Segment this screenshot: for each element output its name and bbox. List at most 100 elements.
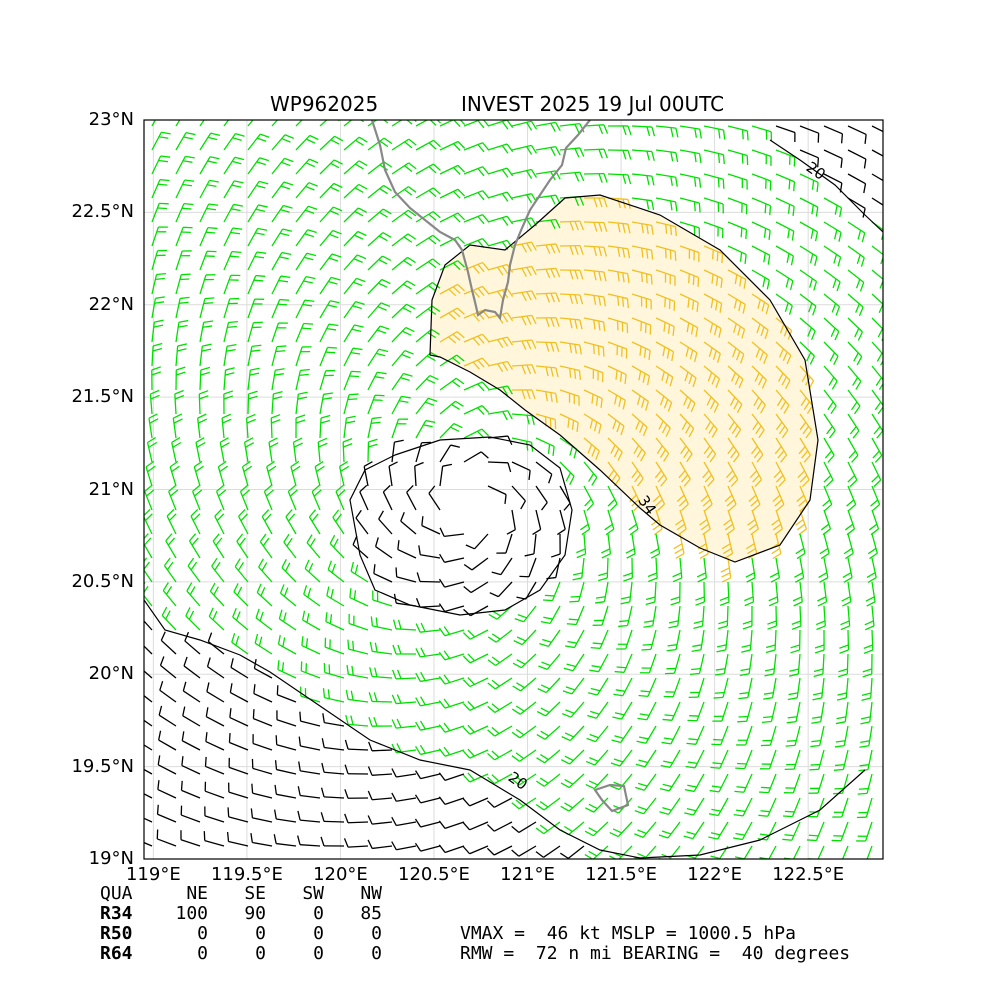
barb-feather	[728, 421, 735, 431]
barb-feather	[329, 534, 336, 544]
barb-feather	[487, 636, 497, 643]
barb-shaft	[799, 341, 815, 357]
wind-barb	[822, 485, 833, 512]
barb-feather	[719, 596, 729, 602]
barb-feather	[477, 359, 485, 368]
wind-barb	[206, 682, 225, 703]
wind-barb	[415, 397, 438, 415]
barb-shaft	[145, 466, 153, 487]
wind-barb	[745, 557, 756, 583]
wind-barb	[234, 558, 249, 583]
barb-shaft	[771, 677, 777, 698]
barb-shaft	[252, 792, 273, 799]
barb-shaft	[487, 191, 508, 199]
barb-shaft	[487, 239, 508, 247]
barb-shaft	[276, 793, 297, 799]
barb-feather	[640, 452, 646, 462]
wind-barb	[276, 685, 297, 703]
barb-feather	[467, 629, 476, 638]
barb-feather	[684, 812, 694, 816]
barb-feather	[738, 715, 749, 718]
barb-feather	[191, 537, 199, 546]
barb-feather	[810, 763, 821, 766]
barb-shaft	[847, 437, 859, 456]
barb-shaft	[228, 791, 249, 799]
wind-barb	[204, 756, 225, 775]
barb-feather	[786, 355, 792, 365]
barb-shaft	[572, 653, 585, 672]
barb-shaft	[175, 203, 185, 223]
barb-shaft	[847, 197, 866, 209]
barb-feather	[299, 373, 309, 377]
barb-feather	[742, 625, 753, 630]
barb-feather	[861, 697, 871, 702]
barb-feather	[277, 660, 280, 670]
barb-feather	[872, 503, 881, 512]
barb-feather	[272, 396, 283, 400]
wind-barb	[834, 725, 849, 748]
barb-feather	[158, 136, 169, 139]
wind-barb	[643, 605, 657, 628]
barb-shaft	[648, 653, 657, 674]
barb-feather	[330, 186, 340, 192]
wind-barb	[775, 197, 795, 216]
barb-feather	[662, 783, 673, 788]
barb-feather	[248, 390, 258, 395]
barb-shaft	[823, 581, 828, 602]
barb-shaft	[749, 629, 753, 650]
barb-feather	[550, 244, 556, 254]
barb-feather	[825, 479, 834, 488]
barb-shaft	[751, 221, 771, 232]
barb-feather	[735, 832, 745, 836]
wind-barb	[243, 437, 255, 463]
barb-shaft	[419, 580, 441, 583]
barb-feather	[539, 801, 549, 808]
barb-feather	[502, 411, 508, 421]
barb-shaft	[792, 773, 801, 794]
wind-barb	[199, 274, 216, 295]
barb-feather	[237, 562, 244, 571]
wind-barb	[350, 561, 369, 583]
barb-feather	[169, 460, 179, 468]
wind-barb	[279, 584, 297, 607]
barb-feather	[835, 721, 846, 725]
wind-barb	[392, 669, 417, 680]
barb-feather	[617, 451, 623, 461]
barb-feather	[550, 195, 556, 205]
barb-feather	[655, 499, 663, 507]
barb-shaft	[544, 749, 561, 764]
barb-feather	[591, 394, 594, 404]
wind-barb	[188, 533, 201, 559]
barb-feather	[550, 342, 555, 352]
barb-shaft	[247, 275, 257, 295]
barb-feather	[600, 398, 603, 408]
barb-shaft	[181, 789, 201, 799]
barb-shaft	[182, 690, 201, 703]
wind-barb	[727, 125, 749, 141]
barb-shaft	[181, 764, 201, 775]
barb-shaft	[247, 393, 250, 415]
barb-shaft	[285, 516, 297, 535]
wind-barb	[583, 365, 604, 383]
barb-feather	[481, 333, 490, 342]
barb-feather	[741, 329, 746, 339]
contour-label: 20	[505, 768, 531, 794]
barb-feather	[622, 174, 627, 184]
wind-barb	[462, 748, 489, 759]
barb-shaft	[742, 797, 753, 817]
barb-feather	[350, 715, 354, 725]
barb-feather	[181, 731, 185, 741]
wind-barb	[158, 705, 177, 727]
barb-shaft	[247, 322, 255, 343]
wind-barb	[751, 245, 771, 265]
barb-feather	[598, 124, 604, 135]
barb-shaft	[444, 605, 465, 613]
wind-barb	[145, 460, 156, 487]
barb-feather	[218, 460, 227, 468]
barb-shaft	[743, 845, 753, 859]
wind-barb	[576, 533, 587, 559]
barb-feather	[545, 391, 548, 402]
barb-feather	[847, 474, 856, 483]
barb-feather	[560, 782, 570, 789]
barb-shaft	[439, 260, 459, 271]
